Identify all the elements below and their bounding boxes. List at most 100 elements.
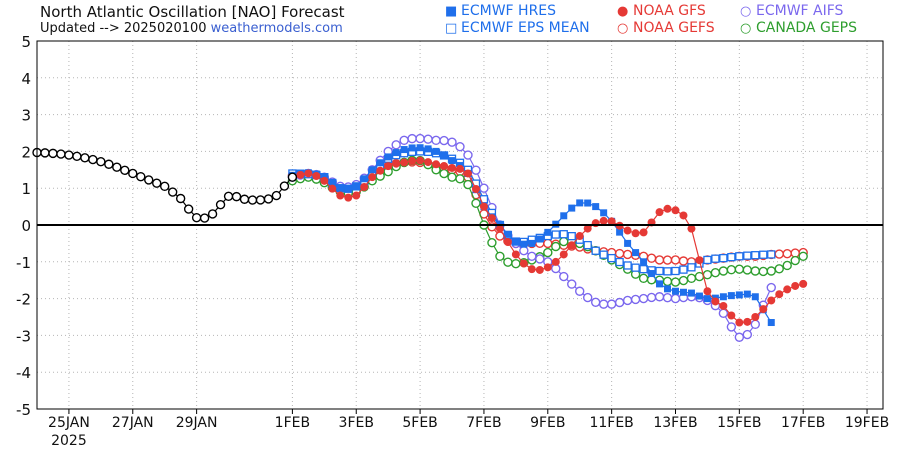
data-point [48,148,58,159]
legend-noaa-gfs[interactable]: ● NOAA GFS [617,3,706,19]
open-square-icon: □ [445,21,458,36]
data-point [384,162,393,171]
x-tick-label: 5FEB [402,415,437,431]
data-point [368,166,376,174]
data-point [727,253,736,262]
data-point [774,249,784,259]
data-point [726,322,737,332]
data-point [551,241,561,252]
data-point [662,292,673,303]
data-point [638,293,649,304]
data-point [336,191,345,200]
data-point [766,266,776,276]
legend-ecmwf-eps-mean[interactable]: □ ECMWF EPS MEAN [445,20,590,36]
data-point [423,134,433,144]
data-point [535,265,544,274]
data-point [767,250,776,259]
data-point [767,319,775,327]
data-point [632,249,640,257]
data-point [790,255,800,266]
data-point [703,295,711,303]
data-point [255,195,266,205]
data-point [215,200,226,210]
data-point [463,150,473,160]
data-point [662,255,673,265]
x-year-label: 2025 [51,433,87,449]
data-point [408,144,416,152]
data-point [703,255,712,265]
data-point [503,238,512,247]
data-point [543,247,553,258]
data-point [376,166,385,175]
data-point [415,133,425,144]
data-point [376,159,384,167]
data-point [584,199,592,207]
data-point [743,290,751,298]
data-point [646,253,657,263]
data-point [743,317,752,326]
filled-square-icon: ■ [445,4,458,19]
data-point [320,176,329,185]
data-point [559,271,569,282]
data-point [678,256,689,266]
data-point [575,232,584,241]
data-point [471,165,481,175]
data-point [750,266,761,276]
data-point [750,319,761,330]
data-point [726,265,737,275]
legend-label: NOAA GEFS [633,20,715,36]
data-point [527,251,537,261]
data-point [638,273,649,284]
data-point [655,208,664,217]
data-point [718,308,729,319]
data-point [479,183,489,193]
data-point [655,266,664,276]
x-tick-label: 3FEB [339,415,374,431]
legend-canada-geps[interactable]: ○ CANADA GEPS [740,20,857,36]
data-point [590,297,601,307]
site-link[interactable]: weathermodels.com [210,21,343,36]
data-point [336,184,344,192]
data-point [239,194,250,204]
data-point [352,182,360,190]
data-point [607,217,616,226]
series-ecmwf-hres [288,144,775,327]
data-point [695,292,703,300]
data-point [631,263,640,272]
legend-label: ECMWF AIFS [756,3,844,19]
data-point [360,175,368,183]
legend-ecmwf-hres[interactable]: ■ ECMWF HRES [445,3,556,19]
data-point [598,299,609,309]
data-point [495,251,505,261]
data-point [391,140,401,150]
data-point [735,291,743,299]
data-point [520,240,528,248]
data-point [606,299,617,309]
data-point [416,144,424,152]
data-point [663,204,672,213]
y-tick-label: -2 [16,291,31,309]
data-point [471,185,480,194]
data-point [352,191,361,200]
data-point [679,288,687,296]
data-point [559,236,569,247]
data-point [567,241,576,250]
data-point [671,206,680,215]
data-point [528,239,536,247]
data-point [88,154,98,165]
legend-noaa-gefs[interactable]: ○ NOAA GEFS [617,20,715,36]
data-point [431,135,441,146]
y-tick-label: -4 [16,364,31,382]
legend-label: CANADA GEPS [756,20,857,36]
series-observed [32,147,298,223]
legend-ecmwf-aifs[interactable]: ○ ECMWF AIFS [740,3,843,19]
data-point [80,153,90,163]
data-point [576,199,584,207]
data-point [559,230,568,239]
data-point [710,268,721,278]
data-point [271,190,282,201]
data-point [120,165,130,176]
data-point [439,135,449,146]
open-circle-icon: ○ [617,21,629,36]
